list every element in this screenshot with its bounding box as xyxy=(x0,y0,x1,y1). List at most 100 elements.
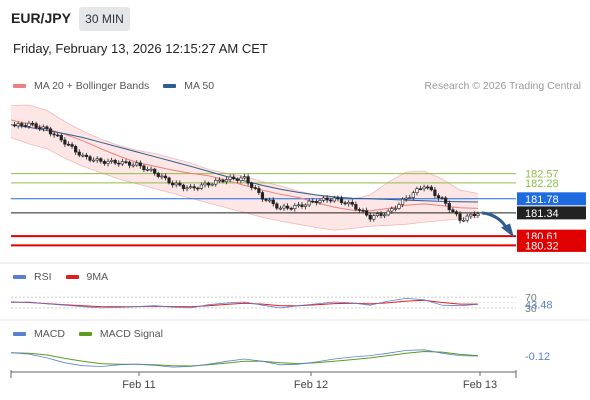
rsi-level-label: 30 xyxy=(525,303,537,315)
candle-body xyxy=(250,182,254,188)
candle-body xyxy=(343,202,347,205)
price-label-text: 181.78 xyxy=(525,194,559,206)
bollinger-band xyxy=(11,105,478,231)
candle-body xyxy=(268,199,272,202)
rsi-level-label: 70 xyxy=(525,292,537,304)
candle-body xyxy=(48,128,53,135)
candle-body xyxy=(465,215,469,221)
candle-body xyxy=(408,197,412,199)
timeframe-button[interactable]: 30 MIN xyxy=(79,7,130,31)
candle-body xyxy=(239,177,243,181)
legend-9ma: 9MA xyxy=(65,271,109,283)
candle-body xyxy=(278,207,283,210)
candle-body xyxy=(422,186,426,190)
price-label-box xyxy=(517,206,586,220)
candle-body xyxy=(88,156,92,161)
candle-body xyxy=(368,214,372,220)
candle-body xyxy=(59,134,63,141)
candle-body xyxy=(124,161,128,163)
candle-body xyxy=(30,122,35,125)
candle-body xyxy=(66,143,71,146)
candle-body xyxy=(447,203,451,211)
candle-body xyxy=(336,197,340,200)
candle-body xyxy=(174,182,178,186)
candle-body xyxy=(120,161,124,165)
candle-body xyxy=(397,204,401,209)
legend-ma20-swatch xyxy=(13,84,26,88)
legend-macd-signal-swatch xyxy=(78,332,92,336)
x-axis-tick-label: Feb 13 xyxy=(463,379,497,391)
legend-macd-label: MACD xyxy=(34,328,65,340)
candle-body xyxy=(63,139,67,145)
candle-body xyxy=(361,210,365,212)
candle-body xyxy=(214,180,218,185)
macd-signal-line xyxy=(10,350,479,367)
forecast-arrow-head xyxy=(501,223,514,238)
candle-body xyxy=(339,198,344,203)
candle-body xyxy=(307,200,311,206)
candle-body xyxy=(181,184,186,189)
candle-body xyxy=(354,204,358,210)
legend-rsi-label: RSI xyxy=(34,271,52,283)
price-label-text: 180.32 xyxy=(525,240,559,252)
candle-body xyxy=(228,176,232,180)
candle-body xyxy=(56,134,60,137)
macd-line xyxy=(10,349,479,368)
candle-body xyxy=(77,151,81,156)
legend-rsi-swatch xyxy=(13,275,26,279)
candle-body xyxy=(271,199,275,205)
price-label-5: 180.32 xyxy=(517,238,586,252)
candle-body xyxy=(415,188,419,193)
candle-body xyxy=(386,210,390,216)
rsi-legend: RSI 9MA xyxy=(13,271,122,283)
candle-body xyxy=(375,213,380,216)
candle-body xyxy=(293,205,297,210)
candle-body xyxy=(444,197,448,204)
candle-body xyxy=(16,123,20,127)
candle-body xyxy=(185,187,189,190)
candle-body xyxy=(206,182,211,186)
candle-body xyxy=(153,168,157,174)
legend-macd: MACD xyxy=(13,328,65,340)
legend-9ma-label: 9MA xyxy=(86,271,109,283)
macd-last-value: -0.12 xyxy=(525,351,550,363)
candle-body xyxy=(476,213,480,216)
candle-body xyxy=(282,205,286,209)
candle-body xyxy=(451,209,455,213)
candle-body xyxy=(52,133,56,136)
candle-body xyxy=(311,200,315,203)
candle-body xyxy=(178,182,182,186)
candle-body xyxy=(357,209,362,211)
candle-body xyxy=(275,203,279,209)
candle-body xyxy=(329,199,333,202)
candles xyxy=(12,120,480,224)
legend-rsi: RSI xyxy=(13,271,52,283)
candle-body xyxy=(34,123,38,128)
legend-9ma-swatch xyxy=(65,275,79,279)
candle-body xyxy=(436,195,441,199)
candle-body xyxy=(117,162,121,165)
candle-body xyxy=(232,176,236,180)
price-label-3: 181.34 xyxy=(517,206,586,220)
candle-body xyxy=(390,208,394,212)
price-label-text: 181.34 xyxy=(525,208,559,220)
legend-ma50: MA 50 xyxy=(163,80,214,92)
candle-body xyxy=(411,192,415,198)
candle-body xyxy=(127,161,132,166)
legend-ma20-label: MA 20 + Bollinger Bands xyxy=(34,80,150,92)
candle-body xyxy=(106,161,110,164)
candle-body xyxy=(253,187,257,189)
price-label-1: 182.28 xyxy=(525,178,559,190)
price-label-box xyxy=(517,238,586,252)
candle-body xyxy=(260,192,265,200)
candle-body xyxy=(84,154,89,157)
candle-body xyxy=(314,200,318,203)
candle-body xyxy=(38,127,42,129)
candle-body xyxy=(462,219,466,222)
candle-body xyxy=(163,175,168,179)
instrument-title: EUR/JPY xyxy=(11,10,71,26)
candle-body xyxy=(400,198,405,205)
candle-body xyxy=(203,182,207,186)
rsi-last-value: 43.48 xyxy=(525,299,553,311)
